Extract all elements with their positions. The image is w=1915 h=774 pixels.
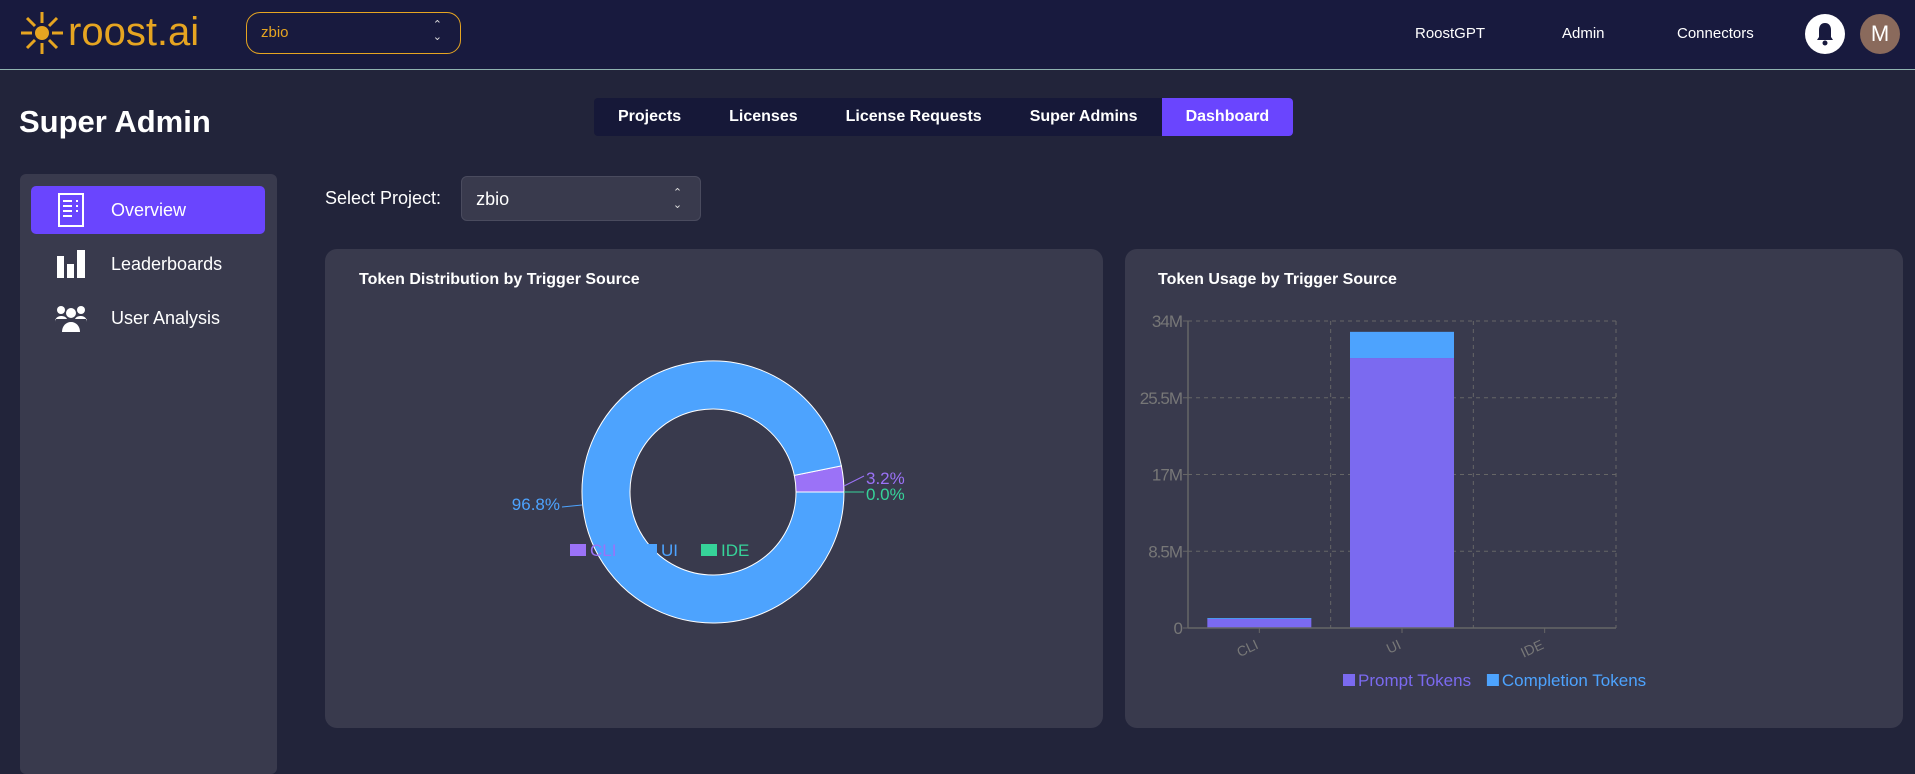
legend-swatch xyxy=(570,544,586,556)
sidebar-item-leaderboards[interactable]: Leaderboards xyxy=(31,240,265,288)
header-project-select[interactable]: zbio ⌃ ⌄ xyxy=(246,12,461,54)
users-icon xyxy=(51,304,91,332)
nav-roostgpt[interactable]: RoostGPT xyxy=(1415,25,1486,42)
notification-bell-icon[interactable] xyxy=(1805,14,1845,54)
data-label: 0.0% xyxy=(866,485,905,504)
legend-label: Completion Tokens xyxy=(1502,671,1646,690)
project-select-value: zbio xyxy=(476,189,510,209)
sidebar-item-label: User Analysis xyxy=(111,307,221,328)
roost-logo[interactable]: roost.ai xyxy=(20,10,199,55)
data-label: 96.8% xyxy=(512,495,560,514)
bar-chart-icon xyxy=(51,250,91,278)
y-tick-label: 17M xyxy=(1152,466,1182,485)
data-label: 3.2% xyxy=(866,469,905,488)
tab-dashboard[interactable]: Dashboard xyxy=(1161,98,1294,136)
avatar[interactable]: M xyxy=(1860,14,1900,54)
up-down-chevron-icon: ⌃ ⌄ xyxy=(432,19,442,43)
y-tick-label: 34M xyxy=(1152,312,1182,331)
legend-label: CLI xyxy=(590,541,616,560)
nav-admin[interactable]: Admin xyxy=(1562,25,1605,42)
document-list-icon xyxy=(51,193,91,227)
admin-tabs: Projects Licenses License Requests Super… xyxy=(594,98,1294,136)
token-distribution-card: Token Distribution by Trigger Source 3.2… xyxy=(325,249,1103,728)
token-usage-card: Token Usage by Trigger Source 0 8.5M 17M 25… xyxy=(1125,249,1903,728)
y-tick-label: 25.5M xyxy=(1140,389,1182,408)
top-header: roost.ai zbio ⌃ ⌄ RoostGPT Admin Connecto… xyxy=(0,0,1915,70)
header-project-value: zbio xyxy=(261,24,289,41)
legend-swatch xyxy=(641,544,657,556)
tab-license-requests[interactable]: License Requests xyxy=(845,108,982,125)
tab-super-admins[interactable]: Super Admins xyxy=(1029,108,1138,125)
chart-title: Token Usage by Trigger Source xyxy=(1158,271,1397,288)
donut-slice-ui xyxy=(581,360,845,624)
bar-ui-prompt-tokens xyxy=(1350,358,1454,628)
sidebar-item-label: Overview xyxy=(111,199,187,220)
up-down-chevron-icon: ⌃ ⌄ xyxy=(672,187,683,211)
x-tick-label: UI xyxy=(1384,636,1403,656)
sidebar-item-label: Leaderboards xyxy=(111,253,223,274)
bar-cli-prompt-tokens xyxy=(1207,618,1312,628)
legend-label: Prompt Tokens xyxy=(1358,671,1471,690)
x-tick-label: CLI xyxy=(1234,636,1261,660)
legend-label: UI xyxy=(661,541,678,560)
y-tick-label: 0 xyxy=(1174,619,1183,638)
sidebar-item-overview[interactable]: Overview xyxy=(31,186,265,234)
tab-licenses[interactable]: Licenses xyxy=(729,108,798,125)
sidebar: Overview Leaderboards User Analysis xyxy=(20,174,277,774)
chart-title: Token Distribution by Trigger Source xyxy=(359,271,640,288)
donut-chart: 3.2% 96.8% 0.0% CLI UI IDE xyxy=(512,360,905,624)
nav-connectors[interactable]: Connectors xyxy=(1677,25,1754,42)
select-project-label: Select Project: xyxy=(325,188,442,208)
project-select[interactable]: zbio ⌃ ⌄ xyxy=(461,176,702,221)
legend-swatch xyxy=(1486,674,1499,686)
tab-projects[interactable]: Projects xyxy=(618,108,682,125)
x-tick-label: IDE xyxy=(1518,636,1546,660)
legend-label: IDE xyxy=(721,541,749,560)
label-line xyxy=(561,504,583,508)
legend-swatch xyxy=(1343,674,1355,686)
sun-icon xyxy=(21,11,63,54)
page-title: Super Admin xyxy=(19,104,211,139)
label-line xyxy=(843,475,865,487)
y-tick-label: 8.5M xyxy=(1148,542,1182,561)
stacked-bar-chart: 0 8.5M 17M 25.5M 34M CLI UI IDE Prompt Tokens Com… xyxy=(1140,312,1646,690)
bar-cli-completion-tokens xyxy=(1207,618,1312,619)
bar-ui-completion-tokens xyxy=(1350,331,1454,359)
project-selector-row: Select Project: zbio ⌃ ⌄ xyxy=(325,176,702,221)
legend-swatch xyxy=(701,544,717,556)
sidebar-item-user-analysis[interactable]: User Analysis xyxy=(31,294,265,342)
brand-name: roost.ai xyxy=(68,10,200,54)
